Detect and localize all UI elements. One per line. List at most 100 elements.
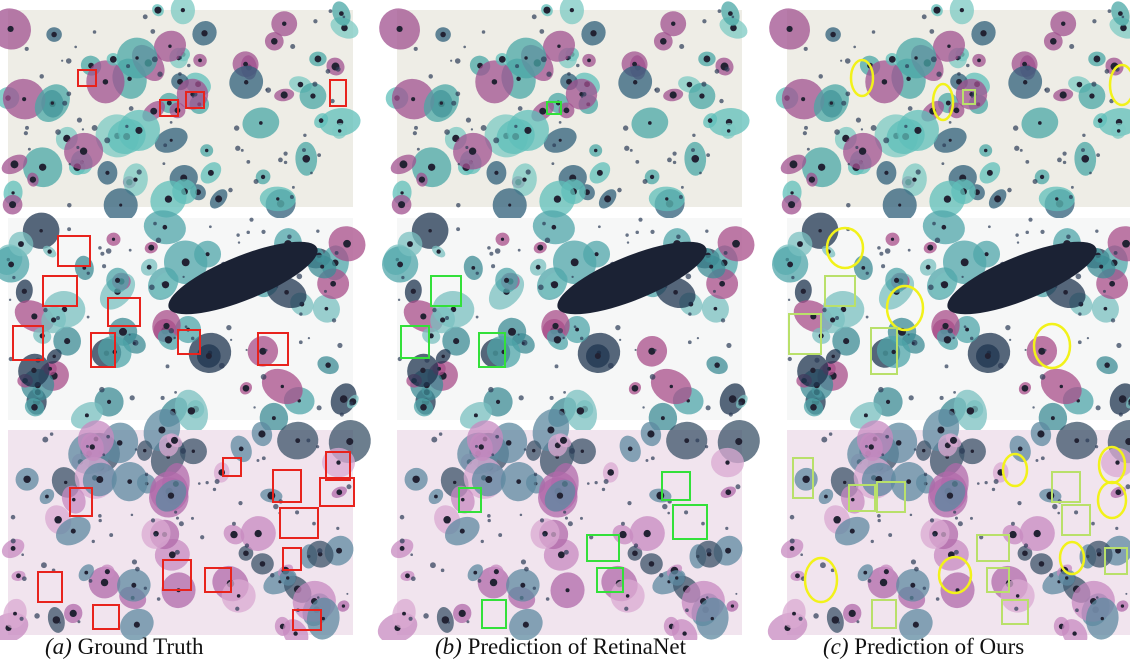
nucleus (208, 170, 214, 176)
image-panel (761, 0, 1130, 225)
debris (89, 579, 93, 583)
debris (941, 162, 944, 165)
nucleus (119, 328, 127, 336)
nucleus (1034, 530, 1041, 537)
debris (840, 60, 842, 62)
debris (820, 562, 826, 568)
debris (933, 533, 936, 536)
debris (270, 573, 274, 577)
nucleus (110, 56, 117, 63)
debris (923, 587, 926, 590)
nucleus (977, 59, 981, 63)
debris (697, 337, 699, 339)
debris (200, 535, 204, 539)
debris (564, 550, 569, 555)
debris (99, 387, 104, 392)
nucleus (163, 323, 169, 329)
debris (1103, 290, 1106, 293)
debris (215, 479, 220, 484)
nucleus (633, 80, 637, 84)
debris (1040, 374, 1046, 380)
debris (487, 246, 491, 250)
debris (1025, 231, 1028, 234)
debris (246, 231, 249, 234)
debris (701, 82, 706, 87)
nucleus (330, 281, 336, 287)
debris (814, 358, 819, 363)
nucleus (709, 265, 713, 269)
nucleus (864, 413, 868, 417)
nucleus (1081, 155, 1089, 163)
nucleus (258, 430, 265, 437)
nucleus (933, 7, 940, 14)
debris (414, 47, 418, 51)
debris (34, 613, 39, 618)
debris (1078, 312, 1081, 315)
debris (821, 437, 827, 443)
nucleus (1065, 576, 1068, 579)
debris (340, 413, 344, 417)
debris (284, 161, 287, 164)
nucleus (910, 583, 915, 588)
nucleus (420, 313, 426, 319)
nucleus (810, 368, 815, 373)
nucleus (428, 164, 435, 171)
debris (1009, 339, 1011, 341)
nucleus (13, 612, 17, 616)
debris (853, 46, 856, 49)
debris (439, 432, 442, 435)
debris (662, 504, 667, 509)
debris (1063, 161, 1066, 164)
debris (705, 229, 708, 232)
nucleus (407, 241, 413, 247)
debris (725, 527, 728, 530)
nucleus (1089, 93, 1094, 98)
nucleus (704, 56, 711, 63)
nucleus (524, 56, 527, 59)
debris (43, 308, 47, 312)
nucleus (914, 127, 921, 134)
debris (916, 169, 921, 174)
nucleus (896, 440, 902, 446)
debris (970, 337, 974, 341)
debris (466, 620, 469, 623)
debris (955, 517, 958, 520)
debris (977, 482, 980, 485)
debris (465, 146, 468, 149)
debris (1033, 179, 1038, 184)
nucleus (1009, 531, 1016, 538)
nucleus (218, 469, 225, 476)
debris (191, 337, 195, 341)
nucleus (339, 11, 344, 16)
debris (213, 488, 216, 491)
debris (538, 284, 544, 290)
debris (234, 125, 239, 130)
debris (679, 195, 683, 199)
nucleus (537, 245, 543, 251)
nucleus (402, 612, 406, 616)
debris (966, 64, 969, 67)
nucleus (205, 149, 208, 152)
nucleus (198, 59, 202, 63)
debris (11, 515, 16, 520)
debris (688, 340, 692, 344)
debris (230, 339, 232, 341)
debris (788, 299, 790, 301)
nucleus (714, 307, 718, 311)
nucleus (961, 258, 969, 266)
debris (317, 548, 322, 553)
debris (238, 501, 242, 505)
debris (106, 435, 110, 439)
nucleus (1039, 561, 1045, 567)
nucleus (984, 149, 987, 152)
nucleus (1121, 604, 1124, 607)
debris (144, 587, 147, 590)
nucleus (725, 460, 729, 464)
nucleus (18, 241, 24, 247)
debris (129, 106, 134, 111)
debris (1125, 593, 1127, 595)
debris (949, 121, 952, 124)
nucleus (795, 573, 800, 578)
debris (848, 163, 850, 165)
nucleus (950, 437, 957, 444)
